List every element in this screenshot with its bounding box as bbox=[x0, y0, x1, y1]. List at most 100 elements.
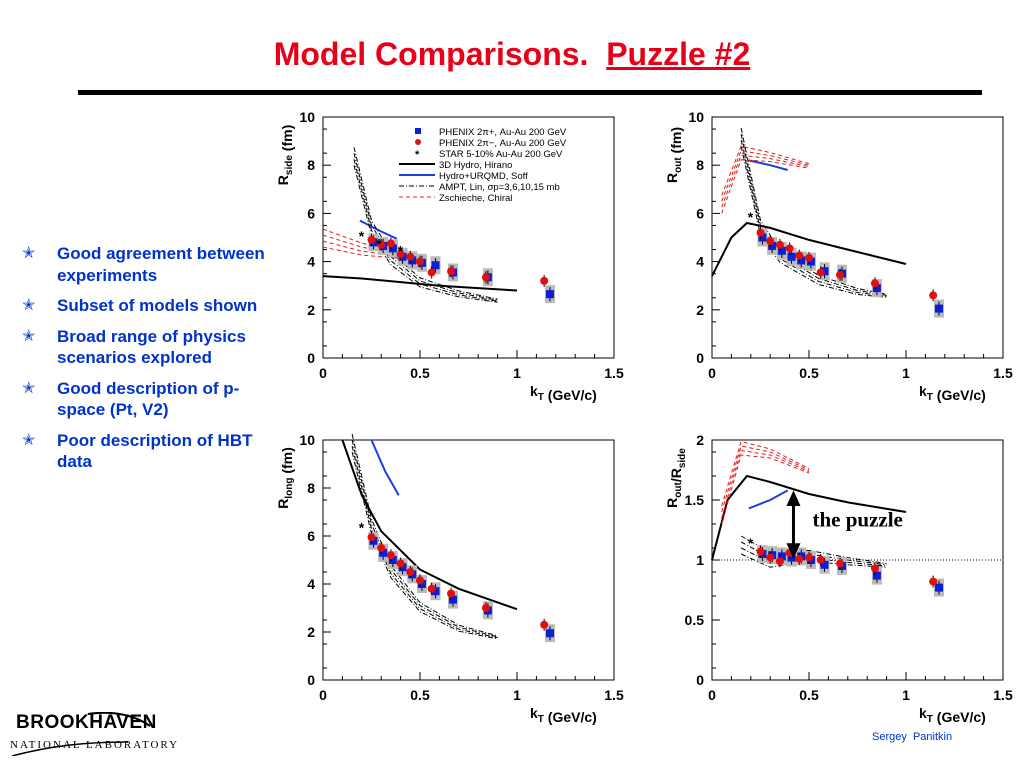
data-point-circle bbox=[367, 533, 376, 542]
y-tick-label: 1 bbox=[696, 552, 704, 568]
data-point-square bbox=[777, 552, 786, 561]
star-bullet-icon: ✭ bbox=[22, 379, 36, 397]
data-point-square bbox=[388, 556, 397, 564]
star-bullet-icon: ✭ bbox=[22, 431, 36, 449]
model-curve bbox=[721, 445, 810, 513]
legend-label: Zschieche, Chiral bbox=[439, 193, 512, 204]
model-curve bbox=[748, 159, 788, 171]
bullet-item: ✭ Broad range of physics scenarios explor… bbox=[22, 326, 282, 369]
data-point-circle bbox=[816, 268, 825, 277]
data-point-star: * bbox=[376, 235, 382, 251]
model-curve-variant bbox=[351, 451, 498, 640]
label-part: k bbox=[530, 705, 538, 721]
data-point-circle bbox=[805, 253, 813, 262]
data-point-square bbox=[417, 580, 426, 588]
y-tick-label: 0 bbox=[307, 672, 315, 688]
legend-marker bbox=[415, 128, 421, 134]
label-part: R bbox=[664, 173, 680, 183]
x-axis-label: kT (GeV/c) bbox=[530, 705, 597, 725]
bullet-item: ✭ Good description of p-space (Pt, V2) bbox=[22, 378, 282, 421]
y-tick-label: 6 bbox=[696, 205, 704, 221]
data-point-circle bbox=[816, 556, 825, 564]
data-point-circle bbox=[795, 554, 804, 563]
y-tick-label: 0 bbox=[696, 350, 704, 366]
legend-label: 3D Hydro, Hirano bbox=[439, 160, 512, 171]
x-tick-label: 1.5 bbox=[993, 687, 1013, 703]
data-point-square bbox=[408, 256, 417, 265]
y-tick-label: 4 bbox=[307, 576, 315, 592]
legend-label: AMPT, Lin, σp=3,6,10,15 mb bbox=[439, 182, 560, 193]
x-tick-label: 0.5 bbox=[410, 687, 430, 703]
logo-wordmark: BROOKHAVEN bbox=[16, 712, 157, 733]
data-point-star: * bbox=[748, 209, 754, 225]
author-name: Sergey Panitkin bbox=[872, 731, 953, 743]
x-tick-label: 0.5 bbox=[410, 365, 430, 381]
data-point-circle bbox=[836, 559, 845, 568]
model-curve-variant bbox=[721, 449, 810, 519]
x-tick-label: 1.5 bbox=[993, 365, 1013, 381]
label-part: (GeV/c) bbox=[544, 709, 597, 725]
legend-marker: * bbox=[415, 149, 420, 161]
legend-label: PHENIX 2π+, Au-Au 200 GeV bbox=[439, 127, 567, 138]
data-point-circle bbox=[386, 239, 395, 248]
chart-top-left: 0 0.5 1 1.5 0 2 4 6 8 10 kT (GeV/c) Rside (fm) * * * PH… bbox=[275, 109, 624, 403]
data-point-circle bbox=[481, 604, 490, 612]
legend-label: Hydro+URQMD, Soff bbox=[439, 171, 528, 182]
x-tick-label: 1 bbox=[513, 365, 521, 381]
plot-frame bbox=[711, 116, 1004, 359]
title-link[interactable]: Puzzle #2 bbox=[606, 36, 751, 72]
legend-marker bbox=[415, 139, 421, 145]
plot-frame bbox=[322, 439, 615, 681]
chart-bottom-right: 0 0.5 1 1.5 0 0.5 1 1.5 2 kT (GeV/c) Rout/Rside * th… bbox=[664, 432, 1013, 725]
data-point-circle bbox=[766, 553, 775, 562]
data-point-circle bbox=[447, 267, 456, 276]
data-point-circle bbox=[870, 564, 879, 573]
data-point-square bbox=[388, 244, 397, 253]
x-axis-label: kT (GeV/c) bbox=[919, 705, 986, 725]
data-point-circle bbox=[756, 228, 765, 237]
data-point-circle bbox=[406, 568, 415, 576]
data-point-star: * bbox=[748, 535, 754, 551]
data-point-circle bbox=[396, 559, 405, 568]
model-curve-variant bbox=[322, 246, 401, 259]
data-point-square bbox=[431, 587, 440, 596]
y-tick-label: 2 bbox=[696, 432, 704, 448]
data-point-circle bbox=[929, 577, 938, 586]
y-tick-label: 8 bbox=[307, 157, 315, 173]
y-axis-label: Rout/Rside bbox=[664, 448, 688, 508]
x-tick-label: 0 bbox=[319, 365, 327, 381]
model-curve bbox=[359, 219, 398, 240]
label-part: out bbox=[673, 482, 684, 498]
y-tick-label: 6 bbox=[307, 205, 315, 221]
x-tick-label: 0.5 bbox=[799, 365, 819, 381]
data-point-square bbox=[797, 256, 806, 265]
data-point-square bbox=[431, 261, 440, 270]
x-tick-label: 1 bbox=[513, 687, 521, 703]
model-curve bbox=[351, 439, 498, 638]
title-rule bbox=[78, 90, 982, 95]
y-tick-label: 10 bbox=[299, 432, 315, 448]
data-point-square bbox=[369, 536, 378, 545]
bullet-item: ✭ Poor description of HBT data bbox=[22, 430, 282, 473]
chart-top-right: 0 0.5 1 1.5 0 2 4 6 8 10 kT (GeV/c) Rout (fm) * bbox=[664, 109, 1013, 403]
data-point-square bbox=[448, 595, 457, 604]
y-tick-label: 6 bbox=[307, 528, 315, 544]
label-part: T bbox=[927, 714, 933, 725]
data-point-square bbox=[545, 629, 554, 638]
data-point-circle bbox=[756, 547, 765, 556]
model-curve-variant bbox=[721, 154, 810, 208]
label-part: (fm) bbox=[279, 447, 295, 477]
model-curve-variant bbox=[351, 433, 498, 637]
data-point-square bbox=[806, 257, 815, 266]
data-point-circle bbox=[540, 276, 549, 285]
data-point-circle bbox=[427, 584, 436, 593]
label-part: T bbox=[927, 392, 933, 403]
y-tick-label: 8 bbox=[307, 480, 315, 496]
model-curve-variant bbox=[721, 159, 810, 214]
model-curve-variant bbox=[740, 139, 887, 297]
y-tick-label: 8 bbox=[696, 157, 704, 173]
legend-label: PHENIX 2π−, Au-Au 200 GeV bbox=[439, 138, 567, 149]
label-part: side bbox=[677, 448, 688, 468]
logo-subtitle: NATIONAL LABORATORY bbox=[10, 739, 180, 751]
